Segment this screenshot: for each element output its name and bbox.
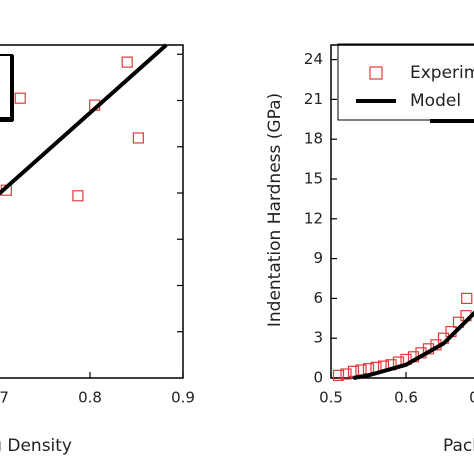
x-tick-label: 0.9 (171, 389, 195, 407)
x-tick-label: 0.7 (469, 389, 474, 407)
legend-box (337, 43, 474, 121)
x-tick-label: 0.5 (319, 389, 343, 407)
legend-label: Model (410, 91, 461, 111)
y-tick-label: 12 (304, 209, 323, 227)
y-tick-label: 24 (304, 50, 323, 68)
model-line (0, 43, 168, 196)
x-tick-label: 0.6 (394, 389, 418, 407)
x-tick-label: 0.7 (0, 389, 9, 407)
data-point (132, 132, 144, 144)
y-tick-label: 15 (304, 169, 323, 187)
x-tick-label: 0.8 (78, 389, 102, 407)
data-point (72, 190, 84, 202)
legend-label: Experimental (410, 63, 474, 83)
y-tick-label: 0 (313, 369, 323, 387)
data-point (340, 368, 352, 380)
legend-marker (369, 66, 383, 80)
y-axis-label: Indentation Hardness (GPa) (265, 93, 285, 327)
y-tick-label: 6 (313, 289, 323, 307)
data-point (121, 56, 133, 68)
model-line (353, 310, 474, 380)
data-point (332, 369, 345, 381)
x-axis-label: Packing Density (443, 436, 474, 456)
y-tick-label: 9 (313, 249, 323, 267)
y-tick-label: 3 (313, 329, 323, 347)
y-tick-label: 21 (304, 90, 323, 108)
data-point (14, 92, 26, 104)
plot-frame (330, 44, 474, 379)
data-point (461, 292, 473, 304)
x-axis-label: Packing Density (0, 436, 72, 456)
y-tick-label: 18 (304, 130, 323, 148)
plot-frame (0, 44, 184, 379)
